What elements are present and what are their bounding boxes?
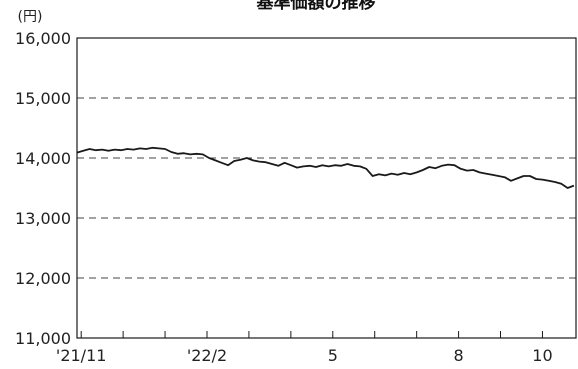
gridlines [77,97,576,279]
y-tick-label: 14,000 [15,149,71,168]
x-tick-label: 5 [328,346,338,365]
y-tick-label: 16,000 [15,29,71,48]
plot-frame [76,37,577,339]
x-axis-ticks: '21/11 '22/2 5 8 10 [56,331,553,365]
chart-title: 基準価額の推移 [256,0,376,13]
x-tick-label: 10 [532,346,552,365]
y-tick-label: 13,000 [15,209,71,228]
y-tick-label: 12,000 [15,269,71,288]
y-axis-unit-label: (円) [18,9,43,25]
x-tick-label: '21/11 [56,346,107,365]
y-axis-ticks: 16,000 15,000 14,000 13,000 12,000 11,000 [15,29,71,348]
series-line [76,146,575,189]
x-tick-label: '22/2 [187,346,227,365]
y-tick-label: 15,000 [15,89,71,108]
y-tick-label: 11,000 [15,329,71,348]
x-tick-label: 8 [453,346,463,365]
